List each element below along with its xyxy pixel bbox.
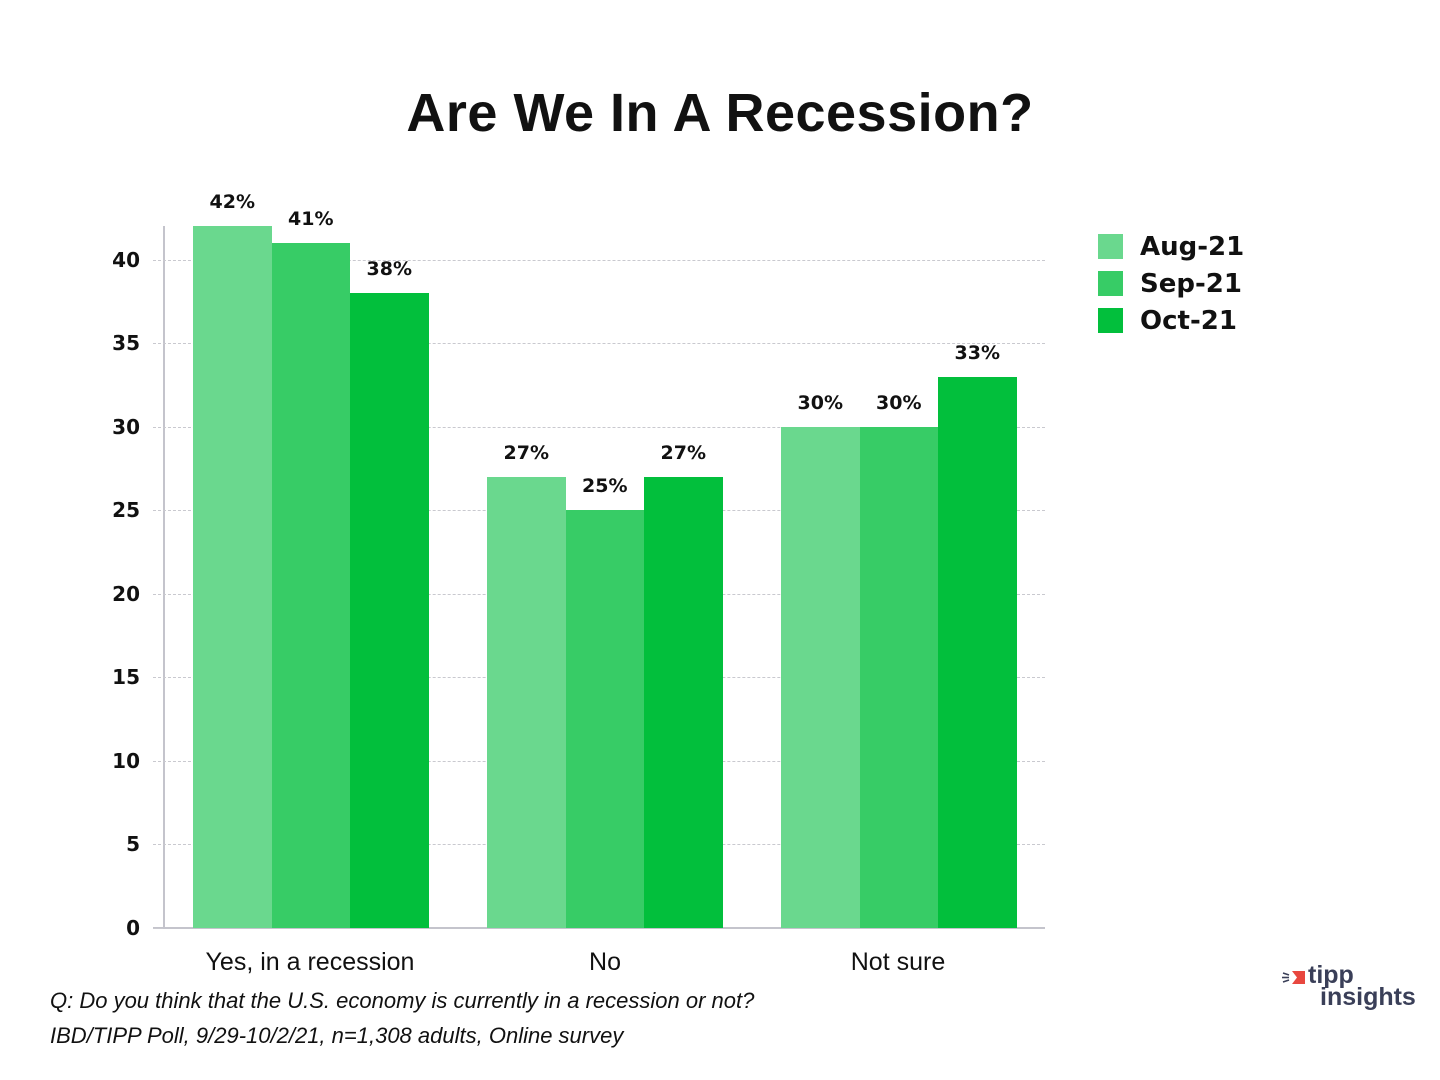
gridline: [153, 260, 1045, 261]
x-label-yes: Yes, in a recession: [205, 948, 415, 976]
legend-swatch-oct: [1098, 308, 1123, 333]
logo-text-tipp: tipp: [1308, 961, 1354, 989]
tipp-insights-logo: tipp insights: [1282, 962, 1422, 1014]
bar: [193, 226, 272, 928]
legend-label: Sep-21: [1140, 268, 1242, 299]
y-tick-label: 20: [112, 582, 140, 606]
y-tick-label: 30: [112, 415, 140, 439]
legend-item-aug: Aug-21: [1098, 228, 1244, 265]
bar-value-label: 38%: [366, 258, 412, 281]
legend-label: Oct-21: [1140, 305, 1237, 336]
x-label-not-sure: Not sure: [850, 948, 946, 976]
logo-text-insights: insights: [1320, 983, 1416, 1011]
bar-value-label: 42%: [209, 191, 255, 214]
footnote-source: IBD/TIPP Poll, 9/29-10/2/21, n=1,308 adu…: [50, 1023, 624, 1048]
y-tick-label: 40: [112, 248, 140, 272]
bar-value-label: 30%: [876, 391, 922, 414]
footnote-question: Q: Do you think that the U.S. economy is…: [50, 988, 755, 1013]
y-tick-label: 25: [112, 498, 140, 522]
legend-label: Aug-21: [1140, 231, 1245, 262]
y-tick-label: 35: [112, 331, 140, 355]
bar: [859, 426, 938, 928]
y-tick-label: 0: [126, 916, 140, 940]
bar-value-label: 41%: [288, 207, 334, 230]
logo-mark-icon: [1282, 971, 1305, 984]
x-axis-line: [153, 927, 1045, 929]
bar: [565, 510, 644, 928]
legend-swatch-sep: [1098, 271, 1123, 296]
bar: [350, 293, 429, 928]
bar: [487, 476, 566, 928]
legend-swatch-aug: [1098, 234, 1123, 259]
bar-value-label: 30%: [797, 391, 843, 414]
y-tick-label: 10: [112, 749, 140, 773]
bar: [644, 476, 723, 928]
legend-item-oct: Oct-21: [1098, 302, 1244, 339]
y-tick-label: 15: [112, 665, 140, 689]
bar-value-label: 25%: [582, 475, 628, 498]
bar: [271, 242, 350, 928]
bar-value-label: 33%: [954, 341, 1000, 364]
bar: [938, 376, 1017, 928]
legend-item-sep: Sep-21: [1098, 265, 1244, 302]
y-axis-line: [163, 226, 165, 928]
bar-value-label: 27%: [503, 441, 549, 464]
x-label-no: No: [589, 948, 621, 976]
chart-title: Are We In A Recession?: [406, 83, 1034, 143]
bar: [781, 426, 860, 928]
tick-mark: [153, 928, 163, 929]
gridline: [153, 427, 1045, 428]
bar-value-label: 27%: [660, 441, 706, 464]
legend: Aug-21 Sep-21 Oct-21: [1098, 228, 1244, 339]
y-tick-label: 5: [126, 832, 140, 856]
gridline: [153, 343, 1045, 344]
